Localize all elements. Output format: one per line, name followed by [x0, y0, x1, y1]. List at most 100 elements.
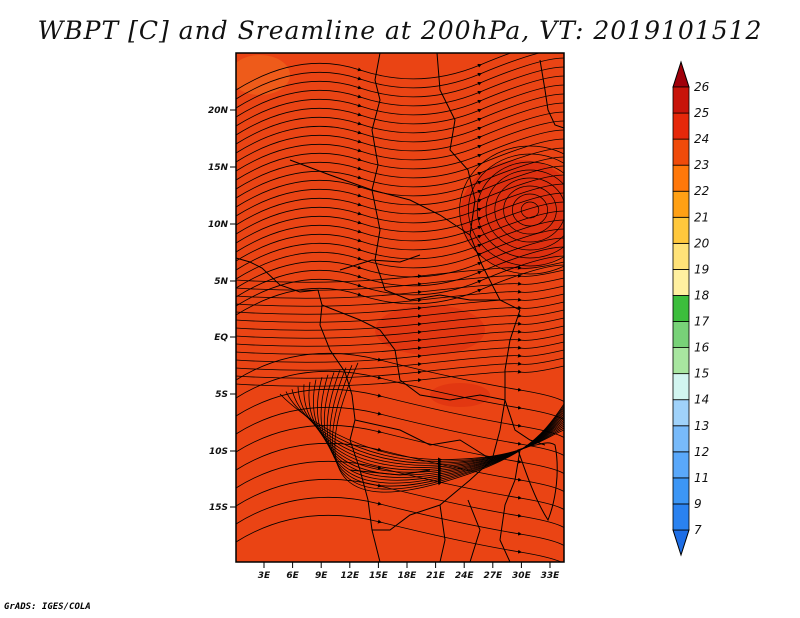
y-tick-label: 5S	[215, 390, 228, 400]
grads-credit: GrADS: IGES/COLA	[4, 602, 91, 612]
colorbar-segment	[672, 347, 690, 375]
border-11	[349, 469, 431, 476]
colorbar-segment	[672, 399, 690, 427]
y-tick-label: 10S	[209, 447, 228, 457]
vortex-ring	[459, 145, 564, 275]
streamlines	[236, 53, 564, 562]
streamline	[236, 341, 564, 363]
colorbar-label: 24	[694, 132, 709, 146]
y-tick-label: 5N	[214, 277, 228, 287]
streamline	[236, 406, 564, 464]
y-tick-label: 20N	[208, 106, 229, 116]
streamline	[236, 325, 564, 347]
streamline	[236, 424, 564, 482]
x-tick-label: 21E	[426, 571, 446, 581]
colorbar-segment	[672, 190, 690, 218]
colorbar-label: 16	[694, 341, 710, 355]
colorbar-label: 25	[694, 106, 709, 120]
africa-west-coast	[236, 257, 381, 562]
country-borders	[236, 53, 564, 562]
border-4	[371, 189, 500, 301]
colorbar-label: 21	[694, 210, 709, 224]
x-tick-label: 30E	[512, 571, 532, 581]
colorbar-segment	[672, 138, 690, 166]
vortex-ring	[494, 177, 564, 243]
colorbar-segment	[672, 477, 690, 505]
y-tick-label: 15S	[209, 503, 228, 513]
x-tick-label: 6E	[286, 571, 299, 581]
border-5	[339, 254, 421, 271]
streamline	[236, 496, 564, 554]
map-area	[236, 53, 564, 562]
colorbar-label: 19	[694, 262, 709, 276]
colorbar-label: 7	[694, 523, 702, 537]
x-tick-label: 12E	[340, 571, 360, 581]
colorbar-segment	[672, 503, 690, 531]
vortex-ring	[512, 193, 548, 227]
streamline	[236, 478, 564, 536]
warm-core-equator	[375, 305, 485, 355]
streamline	[236, 285, 564, 307]
colorbar-label: 14	[694, 393, 709, 407]
colorbar-label: 11	[694, 471, 709, 485]
colorbar-label: 13	[694, 419, 709, 433]
streamline	[236, 370, 564, 428]
y-tick-label: EQ	[214, 333, 228, 343]
streamline	[236, 269, 564, 291]
colorbar-label: 17	[694, 315, 710, 329]
colorbar-bottom-arrow	[672, 529, 690, 557]
streamline	[236, 309, 564, 331]
x-tick-label: 15E	[369, 571, 389, 581]
y-tick-label: 10N	[208, 220, 229, 230]
streamline	[236, 460, 564, 518]
colorbar-label: 22	[694, 184, 709, 198]
map-frame	[235, 52, 565, 563]
red-sea-coast	[539, 59, 564, 129]
x-tick-label: 27E	[483, 571, 503, 581]
colorbar-segment	[672, 242, 690, 270]
colorbar-segment	[672, 269, 690, 296]
border-3	[289, 159, 471, 236]
colorbar-segment	[672, 112, 690, 140]
mozambique-coast	[499, 449, 521, 562]
vortex-ring	[503, 185, 557, 235]
vortex-ring	[468, 153, 564, 267]
x-tick-label: 18E	[398, 571, 418, 581]
streamline	[236, 277, 564, 299]
colorbar-segment	[672, 425, 690, 453]
x-tick-label: 3E	[258, 571, 271, 581]
colorbar: 7 9 11 12 13 14 15 16 17 18 19 20 21 22 23 24 25 26	[672, 60, 710, 557]
vortex-ring	[476, 161, 564, 259]
latitude-axis: 20N 15N 10N 5N EQ 5S 10S 15S	[208, 106, 236, 513]
streamline	[236, 442, 564, 500]
cooler-patch-northwest	[236, 55, 290, 95]
page-title: WBPT [C] and Sreamline at 200hPa, VT: 20…	[37, 16, 763, 45]
streamline	[236, 261, 564, 283]
colorbar-segment	[672, 295, 690, 322]
border-1	[371, 53, 381, 191]
colorbar-label: 23	[694, 158, 709, 172]
colorbar-label: 20	[694, 236, 710, 250]
x-tick-label: 33E	[541, 571, 561, 581]
y-tick-label: 15N	[208, 163, 229, 173]
colorbar-label: 9	[694, 497, 702, 511]
colorbar-segment	[672, 164, 690, 192]
border-10	[439, 504, 446, 562]
border-9	[467, 499, 481, 562]
x-tick-label: 9E	[315, 571, 328, 581]
border-7	[372, 399, 506, 531]
streamline	[236, 352, 564, 410]
border-8	[354, 419, 493, 461]
vortex-ring	[485, 169, 564, 251]
colorbar-label: 15	[694, 367, 709, 381]
streamline	[236, 317, 564, 339]
east-coast	[504, 309, 546, 446]
colorbar-label: 26	[694, 80, 710, 94]
lake-outline	[517, 442, 558, 522]
streamline	[236, 388, 564, 446]
colorbar-segment	[672, 216, 690, 244]
colorbar-top-arrow	[672, 60, 690, 88]
x-tick-label: 24E	[455, 571, 475, 581]
colorbar-label: 18	[694, 288, 710, 302]
